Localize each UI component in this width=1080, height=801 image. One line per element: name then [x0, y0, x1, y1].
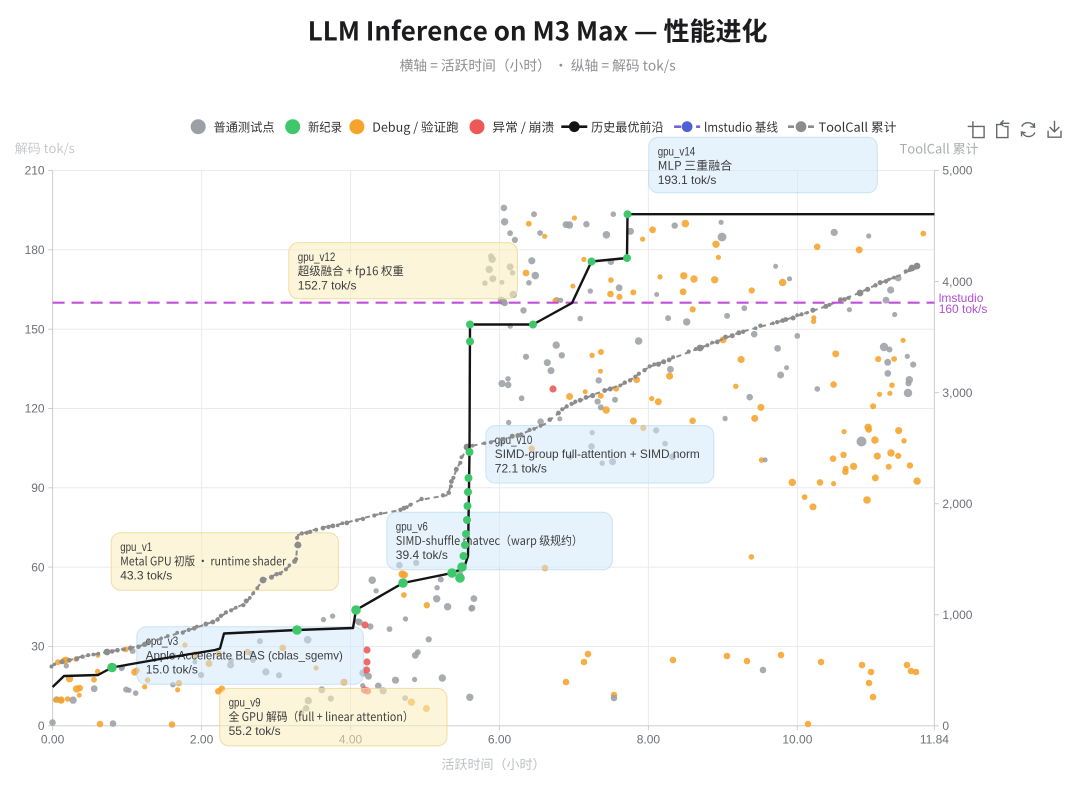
svg-text:Apple Accelerate BLAS (cblas_s: Apple Accelerate BLAS (cblas_sgemv): [146, 648, 343, 662]
svg-text:55.2 tok/s: 55.2 tok/s: [229, 724, 281, 738]
svg-text:gpu_v10: gpu_v10: [495, 433, 533, 447]
svg-text:152.7 tok/s: 152.7 tok/s: [298, 278, 357, 292]
svg-text:gpu_v9: gpu_v9: [229, 696, 261, 710]
svg-text:gpu_v12: gpu_v12: [298, 250, 336, 264]
svg-text:3,000: 3,000: [942, 386, 972, 400]
svg-text:gpu_v14: gpu_v14: [658, 144, 696, 158]
svg-text:4,000: 4,000: [942, 275, 972, 289]
svg-text:8.00: 8.00: [637, 733, 661, 747]
svg-text:5,000: 5,000: [942, 164, 972, 178]
svg-text:2.00: 2.00: [190, 733, 214, 747]
svg-text:180: 180: [25, 243, 45, 257]
svg-text:1,000: 1,000: [942, 608, 972, 622]
svg-text:SIMD-group full-attention + SI: SIMD-group full-attention + SIMD norm: [495, 447, 700, 461]
svg-text:2,000: 2,000: [942, 497, 972, 511]
svg-text:43.3 tok/s: 43.3 tok/s: [120, 569, 172, 583]
svg-text:11.84: 11.84: [920, 733, 949, 747]
svg-text:0: 0: [942, 719, 949, 733]
svg-text:160 tok/s: 160 tok/s: [939, 302, 988, 316]
svg-text:6.00: 6.00: [488, 733, 512, 747]
svg-text:0: 0: [38, 719, 45, 733]
svg-text:72.1 tok/s: 72.1 tok/s: [495, 461, 547, 475]
svg-text:120: 120: [25, 402, 45, 416]
svg-text:gpu_v1: gpu_v1: [120, 540, 152, 554]
svg-text:150: 150: [25, 322, 45, 336]
svg-text:0.00: 0.00: [41, 733, 65, 747]
svg-text:193.1 tok/s: 193.1 tok/s: [658, 173, 717, 187]
svg-text:10.00: 10.00: [782, 733, 812, 747]
svg-text:90: 90: [31, 481, 45, 495]
svg-text:cpu_v3: cpu_v3: [146, 634, 179, 648]
svg-text:lmstudio: lmstudio: [939, 291, 984, 305]
svg-text:60: 60: [31, 560, 45, 574]
svg-text:210: 210: [25, 164, 45, 178]
svg-text:30: 30: [31, 640, 45, 654]
svg-text:39.4 tok/s: 39.4 tok/s: [396, 548, 448, 562]
svg-text:15.0 tok/s: 15.0 tok/s: [146, 663, 198, 677]
svg-text:gpu_v6: gpu_v6: [396, 520, 428, 534]
